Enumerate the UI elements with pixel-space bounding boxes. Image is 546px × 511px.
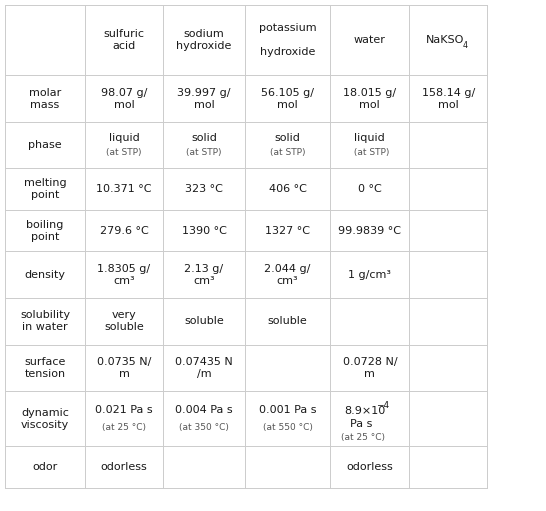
Text: (at 350 °C): (at 350 °C) — [179, 423, 229, 432]
Text: 0 °C: 0 °C — [358, 184, 382, 194]
Text: 8.9×10: 8.9×10 — [344, 406, 385, 416]
Text: 0.001 Pa s: 0.001 Pa s — [259, 405, 316, 415]
Text: −4: −4 — [376, 401, 389, 410]
Text: density: density — [25, 270, 66, 280]
Text: 10.371 °C: 10.371 °C — [96, 184, 152, 194]
Text: 158.14 g/
mol: 158.14 g/ mol — [422, 87, 475, 109]
Text: 1 g/cm³: 1 g/cm³ — [348, 270, 391, 280]
Text: potassium

hydroxide: potassium hydroxide — [259, 23, 316, 57]
Text: boiling
point: boiling point — [26, 220, 64, 242]
Text: solid: solid — [275, 133, 300, 143]
Text: 99.9839 °C: 99.9839 °C — [339, 226, 401, 236]
Text: (at 25 °C): (at 25 °C) — [341, 433, 385, 442]
Text: 1.8305 g/
cm³: 1.8305 g/ cm³ — [97, 264, 151, 286]
Text: liquid: liquid — [109, 133, 139, 143]
Text: 1390 °C: 1390 °C — [181, 226, 227, 236]
Text: 323 °C: 323 °C — [185, 184, 223, 194]
Text: odor: odor — [32, 462, 58, 472]
Text: 39.997 g/
mol: 39.997 g/ mol — [177, 87, 231, 109]
Text: (at STP): (at STP) — [270, 148, 305, 156]
Text: Pa s: Pa s — [351, 419, 373, 429]
Text: (at STP): (at STP) — [106, 148, 142, 156]
Text: odorless: odorless — [347, 462, 393, 472]
Text: 2.044 g/
cm³: 2.044 g/ cm³ — [264, 264, 311, 286]
Text: 1327 °C: 1327 °C — [265, 226, 310, 236]
Text: 0.021 Pa s: 0.021 Pa s — [95, 405, 153, 415]
Text: 279.6 °C: 279.6 °C — [99, 226, 149, 236]
Text: (at 550 °C): (at 550 °C) — [263, 423, 312, 432]
Text: solid: solid — [191, 133, 217, 143]
Text: 0.0735 N/
m: 0.0735 N/ m — [97, 357, 151, 379]
Text: very
soluble: very soluble — [104, 310, 144, 332]
Text: sodium
hydroxide: sodium hydroxide — [176, 29, 232, 51]
Text: solubility
in water: solubility in water — [20, 310, 70, 332]
Text: liquid: liquid — [354, 133, 385, 143]
Text: sulfuric
acid: sulfuric acid — [104, 29, 145, 51]
Text: 98.07 g/
mol: 98.07 g/ mol — [101, 87, 147, 109]
Text: (at 25 °C): (at 25 °C) — [102, 423, 146, 432]
Text: 406 °C: 406 °C — [269, 184, 306, 194]
Text: water: water — [354, 35, 386, 45]
Text: NaKSO: NaKSO — [426, 35, 465, 45]
Text: 0.0728 N/
m: 0.0728 N/ m — [342, 357, 397, 379]
Text: 0.07435 N
/m: 0.07435 N /m — [175, 357, 233, 379]
Text: 4: 4 — [462, 41, 468, 50]
Text: (at STP): (at STP) — [351, 148, 389, 156]
Text: soluble: soluble — [268, 316, 307, 327]
Text: 18.015 g/
mol: 18.015 g/ mol — [343, 87, 396, 109]
Text: soluble: soluble — [184, 316, 224, 327]
Text: melting
point: melting point — [23, 178, 67, 200]
Text: 2.13 g/
cm³: 2.13 g/ cm³ — [185, 264, 223, 286]
Text: dynamic
viscosity: dynamic viscosity — [21, 408, 69, 430]
Text: 0.004 Pa s: 0.004 Pa s — [175, 405, 233, 415]
Text: surface
tension: surface tension — [25, 357, 66, 379]
Text: phase: phase — [28, 140, 62, 150]
Text: molar
mass: molar mass — [29, 87, 61, 109]
Text: odorless: odorless — [100, 462, 147, 472]
Text: 56.105 g/
mol: 56.105 g/ mol — [261, 87, 314, 109]
Text: (at STP): (at STP) — [186, 148, 222, 156]
